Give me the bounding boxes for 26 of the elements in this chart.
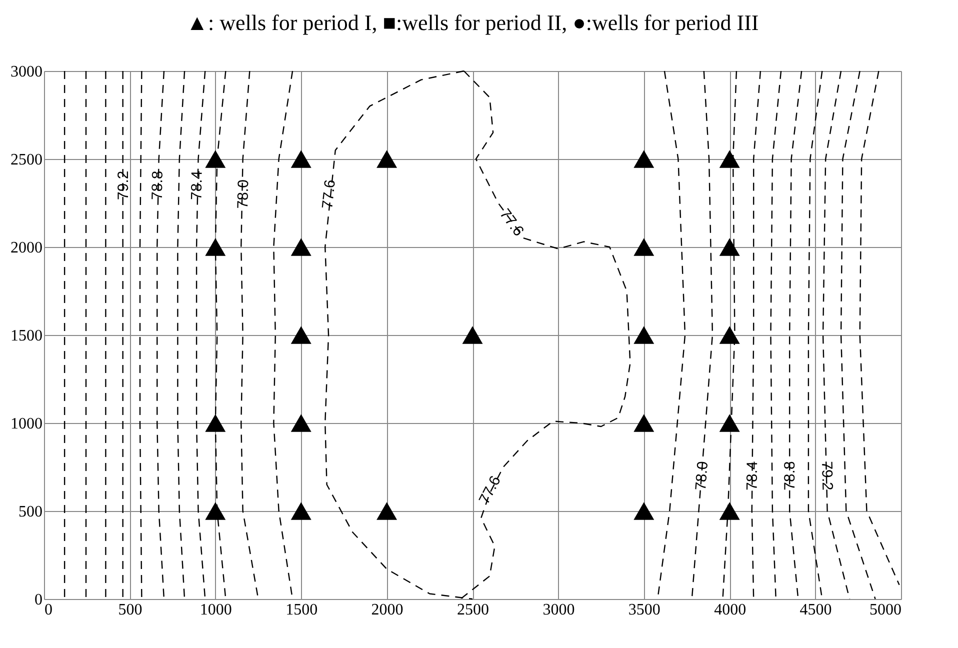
y-tick-label: 500 bbox=[18, 504, 42, 520]
x-tick-label: 5000 bbox=[870, 602, 902, 618]
y-tick-label: 3000 bbox=[10, 64, 42, 80]
annotation: 78.8 bbox=[148, 170, 166, 200]
x-tick-label: 3500 bbox=[628, 602, 660, 618]
annotation: 77.6 bbox=[319, 178, 340, 210]
y-tick-label: 1500 bbox=[10, 328, 42, 344]
x-tick-label: 1000 bbox=[200, 602, 232, 618]
annotation: 79.2 bbox=[818, 461, 836, 491]
x-tick-label: 2000 bbox=[371, 602, 404, 618]
y-tick-label: 1000 bbox=[10, 416, 42, 432]
y-tick-label: 2000 bbox=[10, 240, 42, 256]
x-tick-label: 2500 bbox=[457, 602, 489, 618]
annotation: 77.6 bbox=[476, 473, 504, 507]
annotation: 78.0 bbox=[234, 179, 252, 209]
y-tick-label: 2500 bbox=[10, 152, 42, 168]
annotation: 79.2 bbox=[114, 170, 132, 200]
x-tick-label: 3000 bbox=[542, 602, 575, 618]
annotation: 78.4 bbox=[188, 170, 206, 200]
annotation: 78.4 bbox=[744, 461, 762, 490]
x-tick-label: 1500 bbox=[286, 602, 318, 618]
x-tick-label: 4500 bbox=[800, 602, 832, 618]
annotation: 78.0 bbox=[692, 460, 712, 492]
x-tick-label: 4000 bbox=[714, 602, 746, 618]
chart-title: ▲: wells for period I, ■:wells for period II, ●:wells for period III bbox=[186, 10, 759, 35]
x-tick-label: 500 bbox=[118, 602, 142, 618]
